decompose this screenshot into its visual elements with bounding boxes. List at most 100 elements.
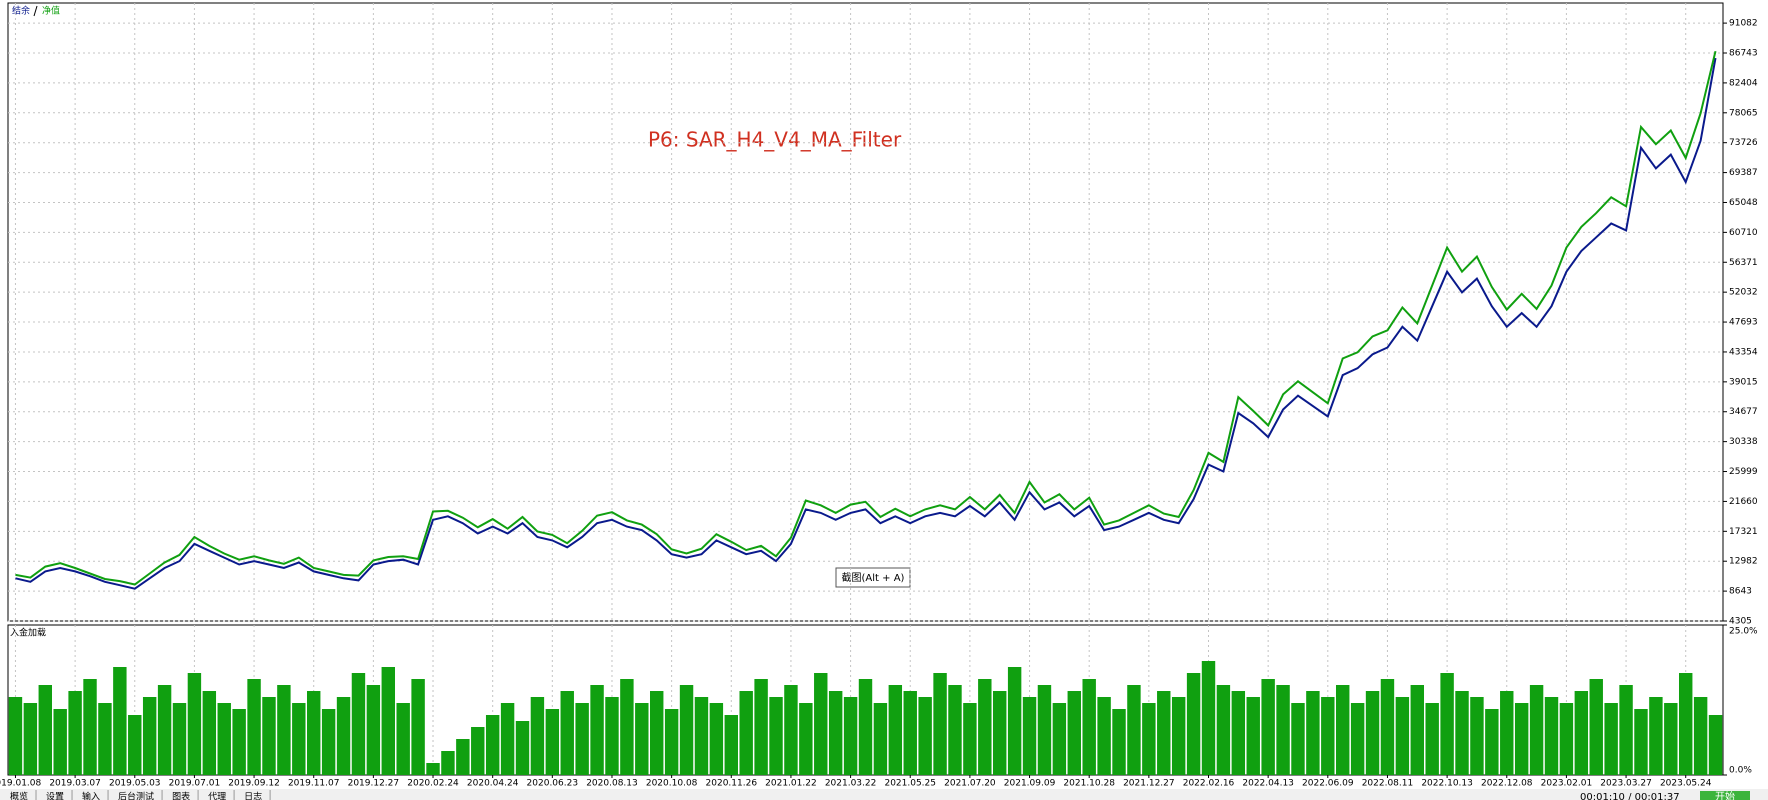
bar — [1425, 703, 1439, 775]
bar — [1097, 697, 1111, 775]
y-tick-label: 65048 — [1729, 198, 1758, 208]
x-tick-label: 2021.10.28 — [1063, 779, 1115, 789]
tab[interactable]: 后台测试 — [118, 791, 154, 800]
bar — [172, 703, 187, 775]
bar — [1380, 679, 1395, 775]
x-tick-label: 2019.05.03 — [109, 779, 161, 789]
bar — [1395, 697, 1410, 775]
x-tick-label: 2019.12.27 — [348, 779, 400, 789]
bar — [83, 679, 97, 775]
bar — [1574, 691, 1589, 775]
x-tick-label: 2022.10.13 — [1421, 779, 1473, 789]
x-tick-label: 2020.11.26 — [706, 779, 758, 789]
bar — [1246, 697, 1260, 775]
y-tick-label: 86743 — [1729, 49, 1758, 59]
bar — [1231, 691, 1246, 775]
lower-panel-title: 入金加载 — [10, 627, 46, 639]
x-tick-label: 2020.02.24 — [407, 779, 459, 789]
y-tick-label: 47693 — [1729, 318, 1758, 328]
x-tick-label: 2022.12.08 — [1481, 779, 1533, 789]
bar — [1649, 697, 1663, 775]
bar — [157, 685, 172, 775]
y-tick-label: 78065 — [1729, 108, 1758, 118]
tab[interactable]: 图表 — [172, 791, 190, 800]
bar — [262, 697, 276, 775]
tab[interactable]: 设置 — [46, 792, 64, 800]
bar — [336, 697, 351, 775]
tab[interactable]: 日志 — [244, 791, 262, 800]
bar — [888, 685, 903, 775]
bar — [620, 679, 634, 775]
bar — [1559, 703, 1574, 775]
x-tick-label: 2021.09.09 — [1004, 779, 1056, 789]
start-button-bg[interactable] — [1700, 791, 1750, 800]
bar — [814, 673, 828, 775]
bar — [903, 691, 917, 775]
bar — [98, 703, 112, 775]
bar — [978, 679, 992, 775]
bar — [993, 691, 1007, 775]
bar — [1007, 667, 1022, 775]
bar — [1022, 697, 1037, 775]
x-tick-label: 2020.08.13 — [586, 779, 638, 789]
bar — [1157, 691, 1171, 775]
y-tick-label: 12982 — [1729, 557, 1758, 567]
y-tick-label: 25.0% — [1729, 627, 1758, 637]
bar — [1693, 697, 1708, 775]
bar — [1291, 703, 1305, 775]
bar — [321, 709, 336, 775]
y-tick-label: 30338 — [1729, 437, 1758, 447]
tooltip-box — [835, 567, 911, 588]
bar — [843, 697, 858, 775]
bar — [1306, 691, 1320, 775]
x-tick-label: 2019.01.08 — [0, 779, 41, 789]
tab[interactable]: 代理 — [208, 792, 226, 800]
bar — [1619, 685, 1633, 775]
y-tick-label: 21660 — [1729, 497, 1758, 507]
y-tick-label: 8643 — [1729, 587, 1752, 597]
bar — [1604, 703, 1618, 775]
bar — [948, 685, 962, 775]
bar — [292, 703, 306, 775]
bar — [1500, 691, 1514, 775]
bar — [68, 691, 82, 775]
bar — [1440, 673, 1454, 775]
tab[interactable]: 输入 — [82, 791, 100, 800]
bar — [456, 739, 470, 775]
bar — [679, 685, 694, 775]
bar — [590, 685, 604, 775]
x-tick-label: 2021.07.20 — [944, 779, 996, 789]
bar — [1634, 709, 1648, 775]
bar — [1276, 685, 1290, 775]
y-tick-label: 60710 — [1729, 228, 1758, 238]
series-line — [15, 50, 1717, 586]
y-tick-label: 4305 — [1729, 617, 1752, 627]
bar — [1216, 685, 1231, 775]
bar — [1171, 697, 1186, 775]
bar — [471, 727, 485, 775]
x-tick-label: 2022.06.09 — [1302, 779, 1354, 789]
bar — [873, 703, 888, 775]
bar — [1365, 691, 1380, 775]
x-tick-label: 2021.01.22 — [765, 779, 817, 789]
bar — [396, 703, 410, 775]
y-tick-label: 56371 — [1729, 258, 1758, 268]
x-tick-label: 2019.03.07 — [49, 779, 101, 789]
tab-bar — [0, 789, 1768, 800]
bar — [1485, 709, 1499, 775]
bar — [635, 703, 649, 775]
bar — [1261, 679, 1275, 775]
y-tick-label: 69387 — [1729, 168, 1758, 178]
legend-entry: 结余 — [12, 5, 30, 17]
bar — [1529, 685, 1544, 775]
x-tick-label: 2020.04.24 — [467, 779, 519, 789]
bar — [724, 715, 738, 775]
start-button[interactable]: 开始 — [1715, 790, 1735, 800]
bar — [1455, 691, 1469, 775]
tabs: 概览 设置 输入 后台测试 图表 代理 日志 — [10, 790, 271, 800]
bar — [858, 679, 873, 775]
tooltip: 截图(Alt + A) — [835, 567, 911, 588]
tab[interactable]: 概览 — [10, 791, 28, 800]
bar — [1321, 697, 1335, 775]
